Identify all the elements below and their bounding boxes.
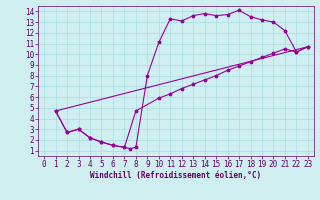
X-axis label: Windchill (Refroidissement éolien,°C): Windchill (Refroidissement éolien,°C) [91, 171, 261, 180]
